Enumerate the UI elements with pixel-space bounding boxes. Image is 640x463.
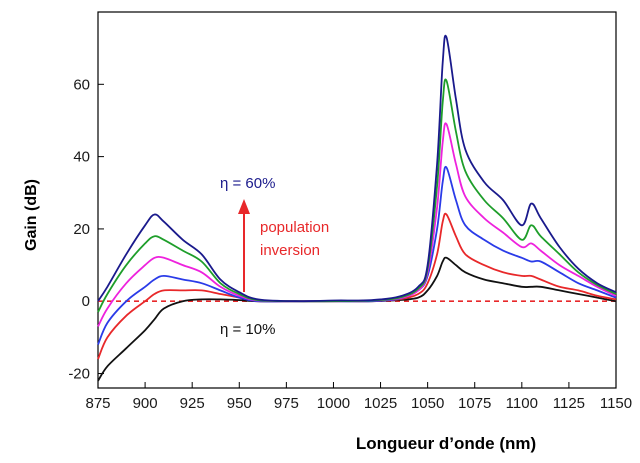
- inversion-arrow-head: [238, 199, 250, 214]
- x-tick-label: 1050: [411, 395, 444, 412]
- y-tick-label: 40: [73, 149, 90, 166]
- series-line-2: [97, 212, 617, 360]
- y-tick-label: 60: [73, 76, 90, 93]
- series-line-5: [97, 78, 617, 313]
- y-tick-label: 0: [82, 293, 90, 310]
- x-tick-label: 1125: [553, 395, 585, 412]
- y-tick-label: 20: [73, 221, 90, 238]
- y-axis-label: Gain (dB): [23, 179, 40, 251]
- x-tick-label: 975: [274, 395, 299, 412]
- x-tick-label: 925: [180, 395, 205, 412]
- x-axis-label: Longueur d’onde (nm): [356, 434, 536, 453]
- x-tick-label: 1075: [458, 395, 491, 412]
- x-tick-label: 950: [227, 395, 252, 412]
- axis-ticks: 875 900 925 950 975 1000 1025 1050 1075 1100 1125 1…: [68, 76, 632, 412]
- series-group: [97, 34, 617, 382]
- y-tick-label: -20: [68, 366, 90, 383]
- x-tick-label: 1025: [364, 395, 397, 412]
- annotation-eta-60: η = 60%: [220, 175, 275, 192]
- annotation-eta-10: η = 10%: [220, 321, 275, 338]
- series-line-3: [97, 165, 617, 345]
- annotation-inversion: inversion: [260, 242, 320, 259]
- x-tick-label: 1000: [317, 395, 350, 412]
- series-line-1: [97, 256, 617, 382]
- x-tick-label: 1100: [506, 395, 538, 412]
- annotation-population: population: [260, 219, 329, 236]
- series-line-6: [97, 34, 617, 303]
- x-tick-label: 1150: [600, 395, 632, 412]
- x-tick-label: 900: [133, 395, 158, 412]
- plot-frame: [97, 11, 617, 389]
- x-tick-label: 875: [85, 395, 110, 412]
- series-line-4: [97, 122, 617, 327]
